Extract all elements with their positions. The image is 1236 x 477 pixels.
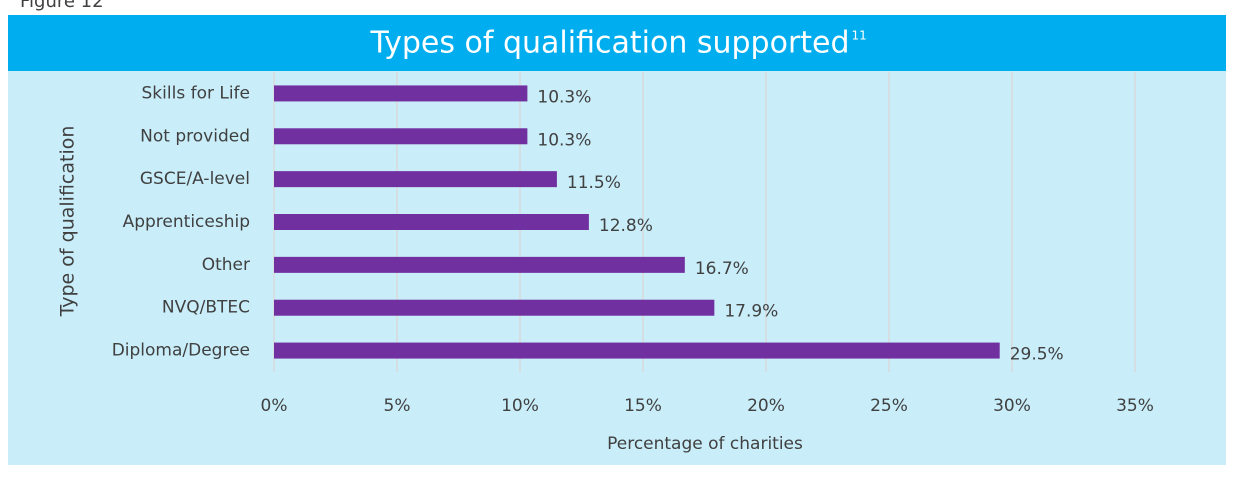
bar [274, 85, 528, 102]
x-axis-label: Percentage of charities [607, 434, 803, 454]
y-tick-label: Skills for Life [142, 83, 250, 103]
data-label: 10.3% [537, 87, 591, 107]
x-tick-label: 10% [501, 396, 539, 416]
x-tick-label: 35% [1116, 396, 1154, 416]
x-tick-label: 25% [870, 396, 908, 416]
y-tick-label: GSCE/A-level [140, 169, 250, 189]
data-label: 12.8% [599, 216, 653, 236]
bar [274, 256, 685, 273]
y-tick-label: NVQ/BTEC [162, 298, 250, 318]
bar [274, 128, 528, 145]
y-tick-label: Diploma/Degree [112, 341, 250, 361]
data-label: 16.7% [695, 259, 749, 279]
x-tick-label: 0% [261, 396, 288, 416]
chart-title: Types of qualification supported [369, 26, 849, 61]
data-label: 10.3% [537, 130, 591, 150]
bar [274, 171, 557, 188]
bar [274, 342, 1000, 359]
x-tick-label: 30% [993, 396, 1031, 416]
x-tick-label: 20% [747, 396, 785, 416]
y-tick-label: Apprenticeship [123, 212, 250, 232]
bar [274, 214, 589, 230]
y-tick-label: Other [202, 255, 250, 275]
title-superscript: 11 [852, 29, 867, 43]
y-axis-label: Type of qualification [57, 126, 79, 318]
y-tick-label: Not provided [140, 126, 250, 146]
title-band [8, 15, 1226, 71]
bar [274, 299, 715, 316]
x-tick-label: 5% [384, 396, 411, 416]
figure-label: Figure 12 [20, 0, 104, 12]
x-tick-label: 15% [624, 396, 662, 416]
data-label: 29.5% [1010, 345, 1064, 365]
data-label: 11.5% [567, 173, 621, 193]
data-label: 17.9% [724, 302, 778, 322]
